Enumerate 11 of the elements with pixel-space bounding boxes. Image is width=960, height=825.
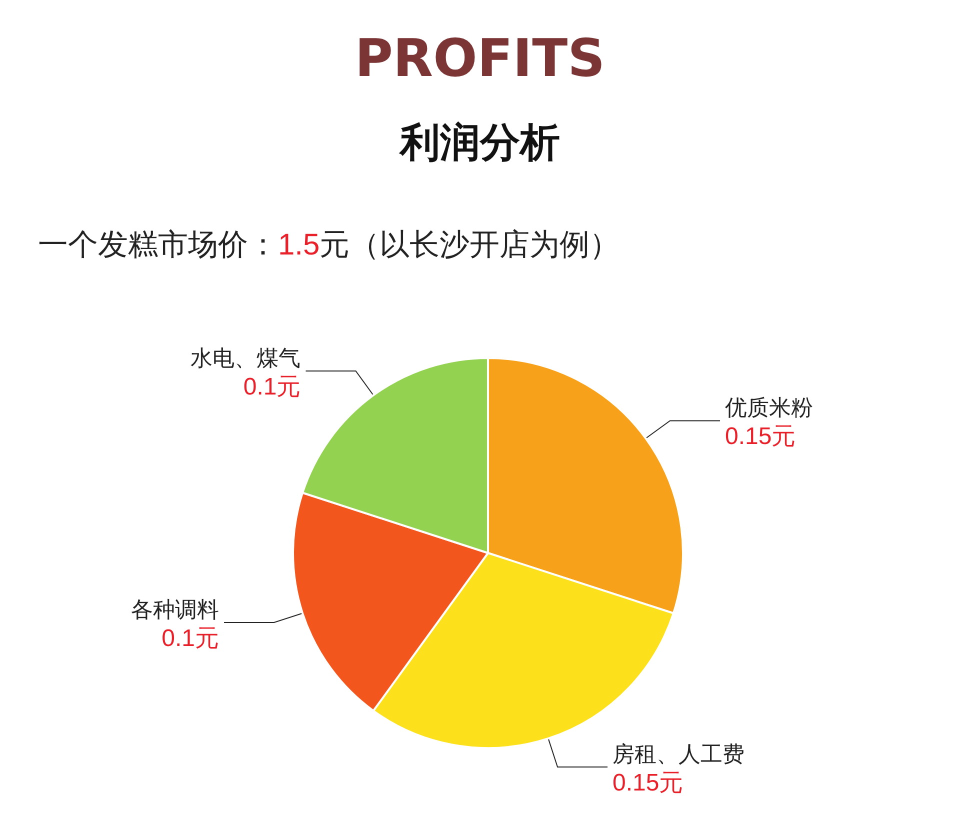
slice-label: 房租、人工费 (612, 742, 745, 768)
chart-subtitle: 利润分析 (398, 120, 560, 166)
data-label: 0.1元 (243, 373, 301, 400)
data-label: 0.15元 (725, 423, 796, 450)
text: 一个发糕市场价：1.5元（以长沙开店为例） (38, 228, 620, 262)
chart-title: PROFITS (354, 29, 606, 89)
slice-label: 优质米粉 (725, 396, 814, 422)
slice-label: 水电、煤气 (190, 346, 301, 372)
data-label: 0.15元 (612, 769, 684, 796)
slice-label: 各种调料 (131, 598, 220, 624)
data-label: 0.1元 (162, 625, 220, 652)
